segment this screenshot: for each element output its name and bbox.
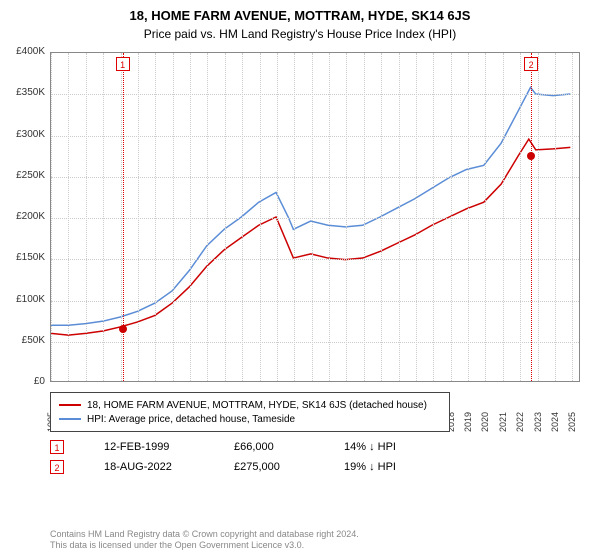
y-tick-label: £100K — [0, 294, 45, 305]
gridline-v — [86, 53, 87, 381]
gridline-v — [68, 53, 69, 381]
x-tick-label: 2023 — [533, 412, 543, 432]
y-tick-label: £50K — [0, 335, 45, 346]
gridline-v — [485, 53, 486, 381]
y-tick-label: £0 — [0, 376, 45, 387]
gridline-v — [155, 53, 156, 381]
x-tick-label: 2024 — [550, 412, 560, 432]
y-tick-label: £200K — [0, 211, 45, 222]
x-tick-label: 2025 — [567, 412, 577, 432]
gridline-v — [329, 53, 330, 381]
gridline-v — [572, 53, 573, 381]
gridline-v — [294, 53, 295, 381]
gridline-v — [555, 53, 556, 381]
y-tick-label: £400K — [0, 46, 45, 57]
event-price: £66,000 — [234, 441, 304, 453]
y-tick-label: £150K — [0, 252, 45, 263]
gridline-v — [399, 53, 400, 381]
gridline-h — [51, 177, 579, 178]
marker-box: 1 — [116, 57, 130, 71]
gridline-v — [242, 53, 243, 381]
gridline-v — [538, 53, 539, 381]
event-row: 1 12-FEB-1999 £66,000 14% ↓ HPI — [50, 440, 396, 454]
legend-label: HPI: Average price, detached house, Tame… — [87, 414, 295, 425]
event-row: 2 18-AUG-2022 £275,000 19% ↓ HPI — [50, 460, 396, 474]
gridline-h — [51, 342, 579, 343]
gridline-v — [103, 53, 104, 381]
gridline-v — [503, 53, 504, 381]
gridline-v — [173, 53, 174, 381]
line-paths — [51, 53, 579, 381]
chart-subtitle: Price paid vs. HM Land Registry's House … — [0, 23, 600, 41]
event-date: 18-AUG-2022 — [104, 461, 194, 473]
gridline-h — [51, 94, 579, 95]
gridline-h — [51, 218, 579, 219]
chart-title: 18, HOME FARM AVENUE, MOTTRAM, HYDE, SK1… — [0, 0, 600, 23]
marker-dot — [527, 152, 535, 160]
gridline-v — [312, 53, 313, 381]
y-tick-label: £250K — [0, 170, 45, 181]
gridline-v — [364, 53, 365, 381]
gridline-h — [51, 136, 579, 137]
events-table: 1 12-FEB-1999 £66,000 14% ↓ HPI 2 18-AUG-2022… — [50, 434, 396, 474]
gridline-v — [381, 53, 382, 381]
marker-line — [531, 53, 532, 381]
legend-box: 18, HOME FARM AVENUE, MOTTRAM, HYDE, SK1… — [50, 392, 450, 432]
gridline-v — [51, 53, 52, 381]
legend-label: 18, HOME FARM AVENUE, MOTTRAM, HYDE, SK1… — [87, 400, 427, 411]
event-price: £275,000 — [234, 461, 304, 473]
chart-container: 18, HOME FARM AVENUE, MOTTRAM, HYDE, SK1… — [0, 0, 600, 560]
gridline-v — [277, 53, 278, 381]
event-marker-box: 1 — [50, 440, 64, 454]
footer-text: Contains HM Land Registry data © Crown c… — [50, 529, 359, 552]
y-tick-label: £300K — [0, 129, 45, 140]
legend-item: HPI: Average price, detached house, Tame… — [59, 412, 441, 426]
x-tick-label: 2021 — [498, 412, 508, 432]
event-delta: 14% ↓ HPI — [344, 441, 396, 453]
gridline-v — [190, 53, 191, 381]
gridline-v — [416, 53, 417, 381]
x-tick-label: 2019 — [463, 412, 473, 432]
gridline-h — [51, 259, 579, 260]
gridline-h — [51, 301, 579, 302]
legend-swatch — [59, 404, 81, 406]
gridline-v — [207, 53, 208, 381]
legend-item: 18, HOME FARM AVENUE, MOTTRAM, HYDE, SK1… — [59, 398, 441, 412]
gridline-v — [433, 53, 434, 381]
legend-swatch — [59, 418, 81, 420]
footer-line-1: Contains HM Land Registry data © Crown c… — [50, 529, 359, 541]
footer-line-2: This data is licensed under the Open Gov… — [50, 540, 359, 552]
gridline-v — [468, 53, 469, 381]
y-tick-label: £350K — [0, 87, 45, 98]
event-date: 12-FEB-1999 — [104, 441, 194, 453]
gridline-v — [138, 53, 139, 381]
gridline-v — [520, 53, 521, 381]
x-tick-label: 2020 — [480, 412, 490, 432]
marker-dot — [119, 325, 127, 333]
event-marker-box: 2 — [50, 460, 64, 474]
gridline-v — [346, 53, 347, 381]
plot-area: 12 — [50, 52, 580, 382]
x-tick-label: 2022 — [515, 412, 525, 432]
marker-box: 2 — [524, 57, 538, 71]
gridline-v — [451, 53, 452, 381]
event-delta: 19% ↓ HPI — [344, 461, 396, 473]
gridline-v — [260, 53, 261, 381]
gridline-v — [225, 53, 226, 381]
